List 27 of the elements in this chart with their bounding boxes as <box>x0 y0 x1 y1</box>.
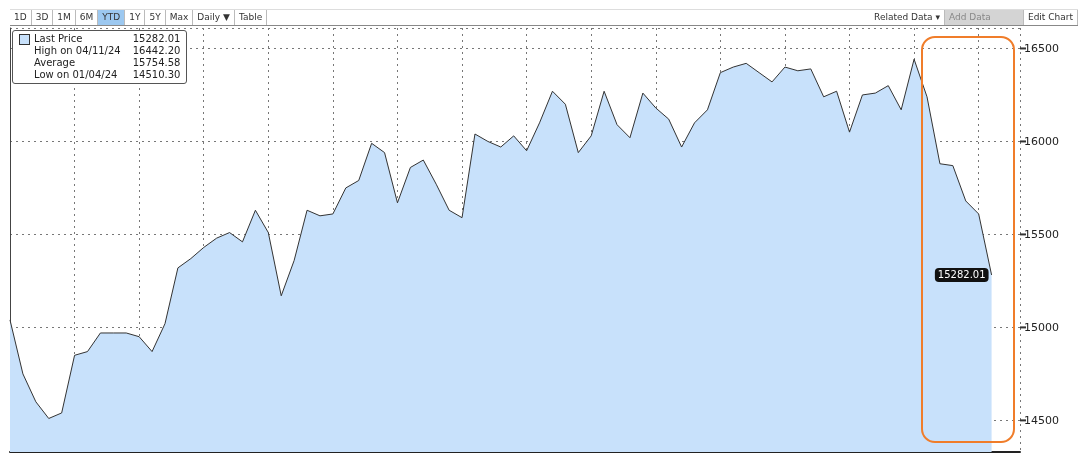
text: 1D <box>10 10 32 25</box>
text: 3D <box>31 10 54 25</box>
y-tick-label: 15500 <box>1024 227 1059 241</box>
annotation: 15282.01 <box>131 33 181 45</box>
text: Max <box>165 10 194 25</box>
text: Add Data <box>944 10 1024 25</box>
annotation: 15754.58 <box>131 57 181 69</box>
y-tick-label: 16000 <box>1024 134 1059 148</box>
text: 6M <box>75 10 99 25</box>
text: Daily ▼ <box>193 10 235 25</box>
y-tick-label: 15000 <box>1024 320 1059 334</box>
legend-label: Last Price <box>33 33 84 45</box>
text: Table <box>234 10 268 25</box>
data-label: 15282.01 <box>937 269 986 281</box>
annotation: High on 04/11/24 <box>33 45 121 57</box>
text: 1M <box>53 10 76 25</box>
text: YTD <box>98 10 126 25</box>
y-tick-label: 14500 <box>1024 413 1059 427</box>
text: 5Y <box>145 10 166 25</box>
text: 1Y <box>125 10 146 25</box>
annotation: 16442.20 <box>131 45 181 57</box>
annotation: Low on 01/04/24 <box>33 69 119 81</box>
y-tick-label: 16500 <box>1024 41 1059 55</box>
text: Edit Chart <box>1023 10 1078 25</box>
annotation: 14510.30 <box>131 69 181 81</box>
annotation: Average <box>33 57 77 69</box>
text: Related Data ▾ <box>870 10 945 25</box>
